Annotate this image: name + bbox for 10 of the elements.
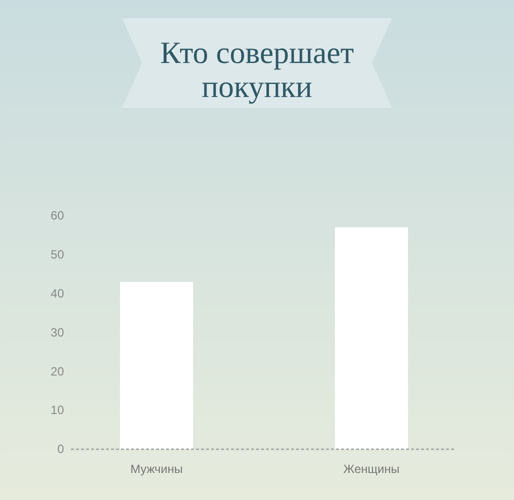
y-tick-label: 40 — [50, 286, 64, 300]
y-tick-label: 0 — [57, 442, 64, 456]
y-tick-label: 20 — [50, 364, 64, 378]
y-tick-label: 60 — [50, 208, 64, 223]
y-tick-label: 10 — [50, 403, 64, 418]
x-tick-label: Женщины — [343, 462, 400, 476]
y-tick-label: 50 — [50, 247, 64, 262]
chart-title: Кто совершает покупки — [160, 35, 354, 104]
x-tick-label: Мужчины — [130, 462, 183, 476]
y-tick-label: 30 — [50, 325, 64, 340]
